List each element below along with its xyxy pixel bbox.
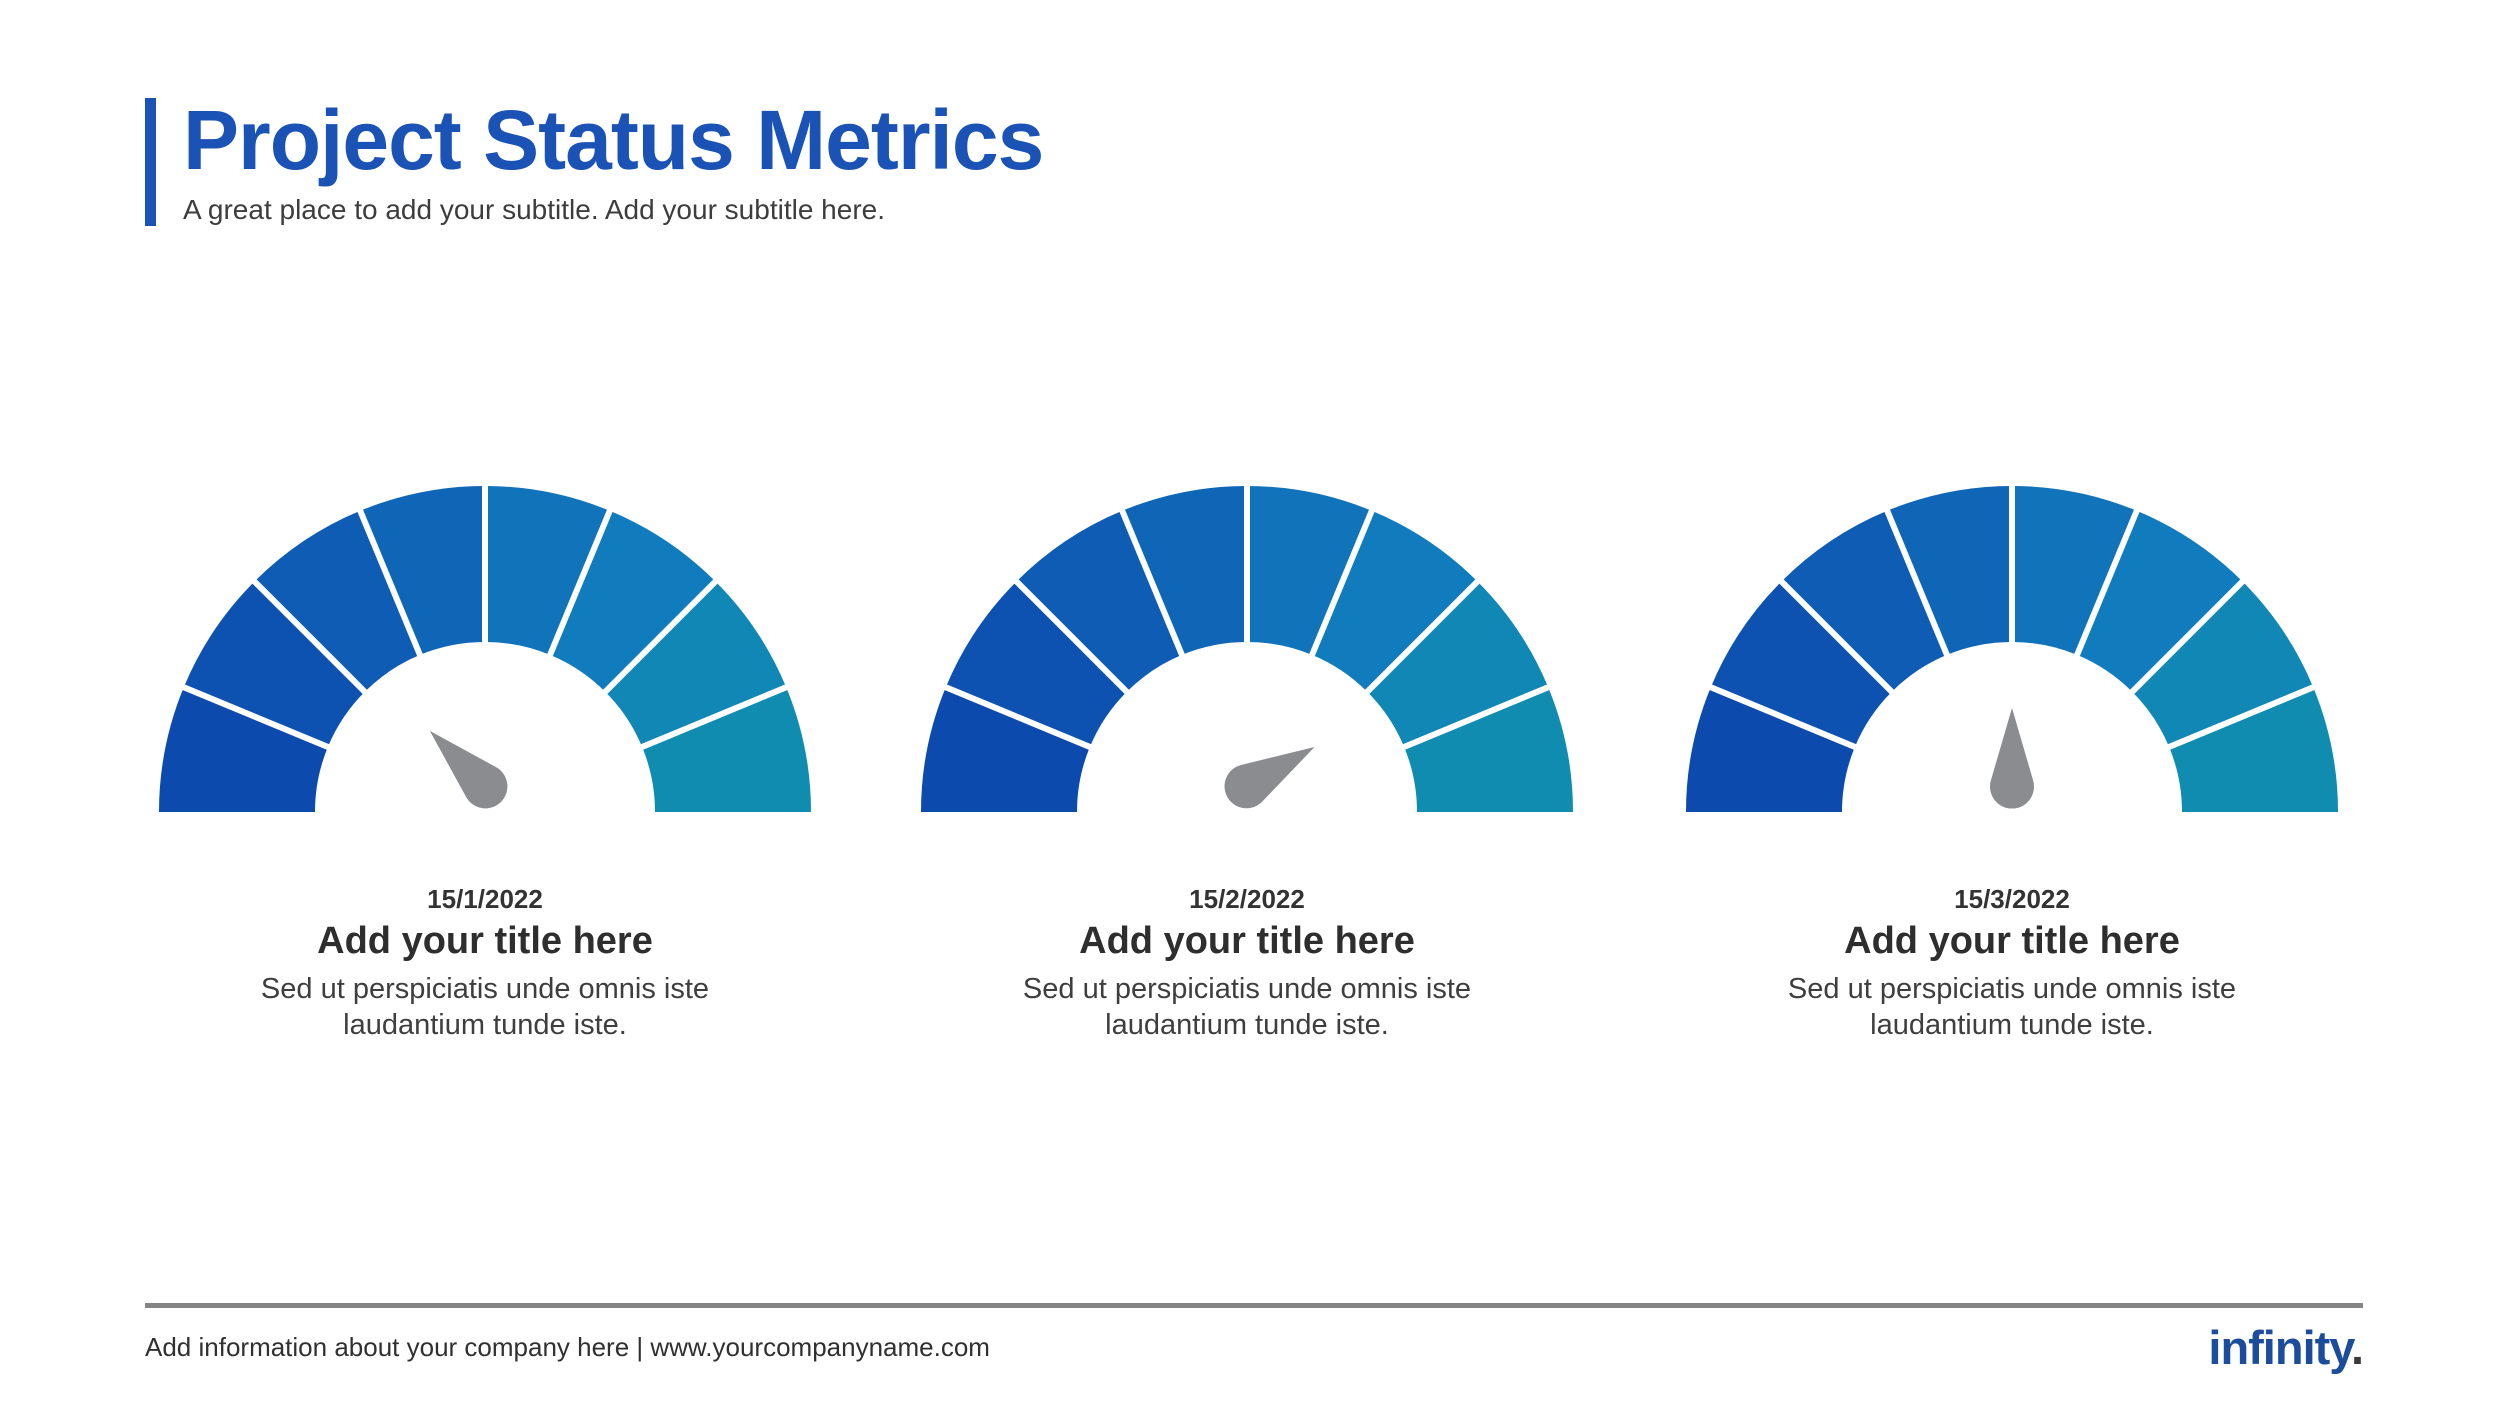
- gauge-divider: [173, 680, 343, 756]
- gauge-divider: [541, 500, 617, 670]
- gauge-needle: [1990, 708, 2034, 809]
- gauge-segment-1: [158, 687, 328, 812]
- gauge-segment-8: [1404, 687, 1573, 812]
- footer-company-info: Add information about your company here …: [145, 1332, 990, 1362]
- gauge-divider: [1303, 500, 1379, 670]
- company-logo: infinity.: [2208, 1320, 2364, 1375]
- gauge-description: Sed ut perspiciatis unde omnis iste laud…: [1022, 972, 1472, 1042]
- gauge-divider: [2154, 680, 2324, 756]
- header-text: Project Status Metrics A great place to …: [183, 93, 1044, 226]
- page-title: Project Status Metrics: [183, 93, 1044, 187]
- gauge-description: Sed ut perspiciatis unde omnis iste laud…: [1787, 972, 2237, 1042]
- gauge-divider: [935, 680, 1105, 756]
- gauge-chart-1: [158, 482, 811, 812]
- logo-text: infinity: [2208, 1321, 2352, 1374]
- gauge-divider: [1880, 500, 1956, 670]
- gauge-divider: [2009, 482, 2015, 656]
- gauge-description: Sed ut perspiciatis unde omnis iste laud…: [260, 972, 710, 1042]
- header: Project Status Metrics A great place to …: [145, 93, 1044, 226]
- gauge-divider: [1244, 482, 1250, 656]
- gauge-date: 15/3/2022: [1954, 884, 2070, 914]
- gauge-divider: [1355, 572, 1487, 704]
- gauge-needle: [429, 730, 508, 809]
- gauge-needle: [1224, 747, 1315, 809]
- gauge-segment-1: [921, 687, 1090, 812]
- gauge-divider: [1115, 500, 1191, 670]
- gauge-divider: [2120, 572, 2252, 704]
- gauge-divider: [353, 500, 429, 670]
- logo-dot: .: [2350, 1321, 2364, 1374]
- gauge-title: Add your title here: [317, 920, 653, 963]
- gauge-segment-5: [1247, 486, 1372, 655]
- gauge-divider: [1700, 680, 1870, 756]
- gauge-card-2: 15/2/2022 Add your title here Sed ut per…: [917, 482, 1577, 1043]
- gauge-card-1: 15/1/2022 Add your title here Sed ut per…: [155, 482, 815, 1043]
- gauge-divider: [1389, 680, 1559, 756]
- gauge-segment-5: [485, 486, 610, 655]
- gauge-segment-1: [1686, 687, 1855, 812]
- gauge-chart-3: [1686, 482, 2338, 812]
- gauge-segment-8: [642, 687, 811, 812]
- gauge-title: Add your title here: [1079, 920, 1415, 963]
- accent-bar: [145, 98, 156, 226]
- gauge-segment-4: [1122, 486, 1247, 655]
- gauge-title: Add your title here: [1844, 920, 2180, 963]
- gauge-divider: [1007, 572, 1139, 704]
- gauge-divider: [482, 482, 488, 656]
- gauge-divider: [627, 680, 797, 756]
- gauge-divider: [593, 572, 725, 704]
- footer-divider-line: [145, 1303, 2363, 1308]
- gauge-chart-2: [921, 482, 1573, 812]
- gauge-segment-5: [2012, 486, 2137, 655]
- gauge-segment-4: [360, 486, 485, 655]
- gauge-segment-4: [1887, 486, 2012, 655]
- gauge-card-3: 15/3/2022 Add your title here Sed ut per…: [1682, 482, 2342, 1043]
- page-subtitle: A great place to add your subtitle. Add …: [183, 193, 885, 225]
- gauge-divider: [245, 572, 377, 704]
- gauge-segment-8: [2169, 687, 2338, 812]
- gauge-divider: [2068, 500, 2144, 670]
- gauge-date: 15/1/2022: [427, 884, 543, 914]
- gauge-divider: [1772, 572, 1904, 704]
- gauge-date: 15/2/2022: [1189, 884, 1305, 914]
